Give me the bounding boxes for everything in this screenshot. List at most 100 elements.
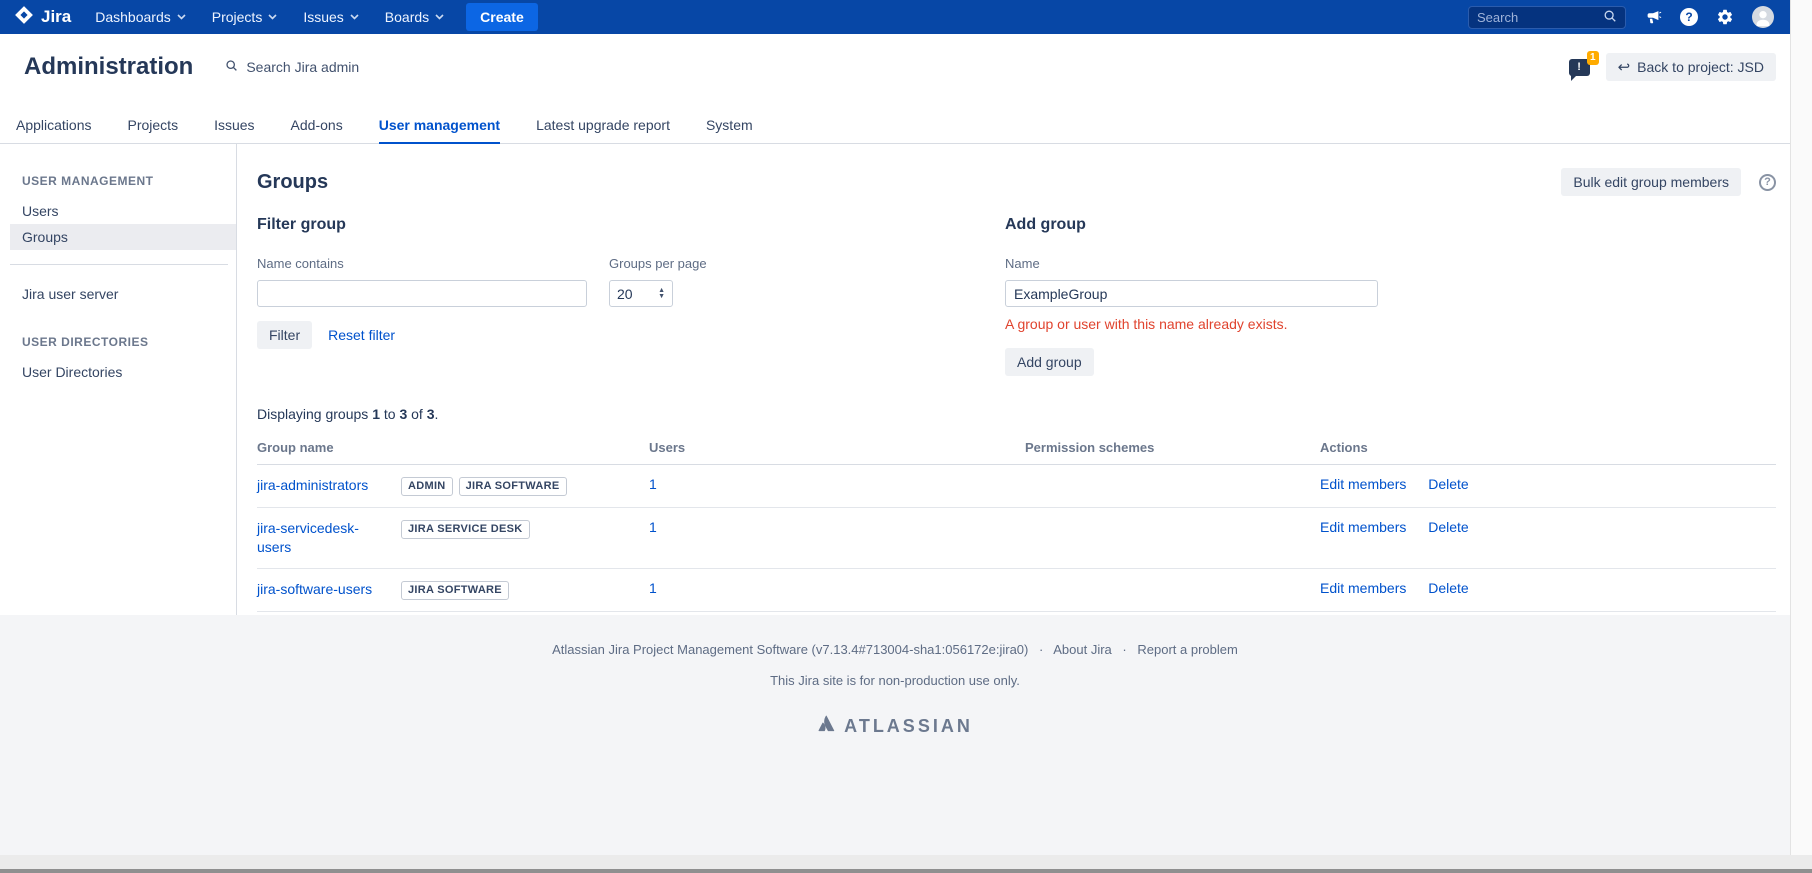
- help-icon[interactable]: ?: [1759, 173, 1776, 191]
- tab-applications[interactable]: Applications: [16, 117, 92, 133]
- table-row: jira-servicedesk-users JIRA SERVICE DESK…: [257, 507, 1776, 569]
- group-badges: JIRA SOFTWARE: [401, 580, 509, 600]
- column-header-users: Users: [649, 434, 1025, 465]
- reset-filter-link[interactable]: Reset filter: [328, 327, 396, 343]
- users-count-link[interactable]: 1: [649, 519, 657, 535]
- admin-tabbar: Applications Projects Issues Add-ons Use…: [0, 100, 1790, 144]
- badge-jira-software: JIRA SOFTWARE: [458, 477, 567, 496]
- delete-link[interactable]: Delete: [1428, 476, 1469, 492]
- displaying-groups-text: Displaying groups 1 to 3 of 3.: [257, 406, 439, 422]
- back-arrow-icon: ↩: [1617, 58, 1631, 76]
- chevron-down-icon: [350, 14, 359, 20]
- help-glyph: ?: [1764, 176, 1771, 188]
- delete-link[interactable]: Delete: [1428, 519, 1469, 535]
- group-badges: JIRA SERVICE DESK: [401, 519, 530, 539]
- tab-user-management[interactable]: User management: [378, 100, 501, 144]
- search-icon: [1603, 9, 1617, 26]
- add-group-error-message: A group or user with this name already e…: [1005, 316, 1288, 332]
- delete-link[interactable]: Delete: [1428, 580, 1469, 596]
- navbar-search-input[interactable]: [1477, 9, 1595, 25]
- sidebar-item-groups[interactable]: Groups: [10, 224, 236, 250]
- nav-item-label: Issues: [303, 9, 344, 25]
- page-title-administration: Administration: [24, 53, 194, 80]
- nav-item-projects[interactable]: Projects: [212, 9, 278, 25]
- add-group-button[interactable]: Add group: [1005, 348, 1094, 376]
- sidebar: USER MANAGEMENT Users Groups Jira user s…: [0, 144, 237, 615]
- admin-search[interactable]: [225, 59, 447, 75]
- table-row: jira-software-users JIRA SOFTWARE 1 Edit…: [257, 568, 1776, 612]
- sidebar-item-user-directories[interactable]: User Directories: [22, 364, 123, 380]
- group-name-link[interactable]: jira-administrators: [257, 477, 369, 493]
- filter-button[interactable]: Filter: [257, 321, 313, 349]
- name-contains-input[interactable]: [257, 280, 587, 307]
- edit-members-link[interactable]: Edit members: [1320, 476, 1407, 492]
- announcement-icon[interactable]: [1644, 8, 1662, 26]
- desktop-bottom-bar: [0, 855, 1812, 873]
- tab-issues[interactable]: Issues: [214, 117, 255, 133]
- edit-members-link[interactable]: Edit members: [1320, 519, 1407, 535]
- footer-version-text: Atlassian Jira Project Management Softwa…: [552, 642, 1029, 657]
- navbar-search[interactable]: [1468, 5, 1626, 29]
- filter-group-section: Filter group Name contains Groups per pa…: [257, 210, 1005, 376]
- spinner-icon: ▲ ▼: [658, 286, 665, 300]
- users-count-link[interactable]: 1: [649, 580, 657, 596]
- tab-add-ons[interactable]: Add-ons: [290, 117, 343, 133]
- user-avatar[interactable]: [1752, 6, 1774, 28]
- jira-logo[interactable]: Jira: [14, 5, 71, 30]
- atlassian-logo-icon: [817, 714, 836, 738]
- tab-projects[interactable]: Projects: [127, 117, 179, 133]
- filter-add-columns: Filter group Name contains Groups per pa…: [257, 210, 1776, 376]
- column-header-group-name: Group name: [257, 434, 649, 465]
- bulk-edit-group-members-button[interactable]: Bulk edit group members: [1561, 168, 1741, 196]
- nav-item-boards[interactable]: Boards: [385, 9, 444, 25]
- nav-item-label: Dashboards: [95, 9, 171, 25]
- footer-separator: ·: [1122, 642, 1127, 657]
- search-icon: [225, 59, 238, 75]
- nav-item-dashboards[interactable]: Dashboards: [95, 9, 186, 25]
- help-icon[interactable]: ?: [1680, 8, 1698, 26]
- desktop-right-strip: [1790, 0, 1812, 855]
- gear-icon[interactable]: [1716, 8, 1734, 26]
- navbar-right: ?: [1468, 5, 1774, 29]
- admin-search-input[interactable]: [246, 59, 447, 75]
- about-jira-link[interactable]: About Jira: [1053, 642, 1112, 657]
- footer-version-line: Atlassian Jira Project Management Softwa…: [0, 642, 1790, 657]
- sidebar-item-users[interactable]: Users: [22, 203, 59, 219]
- sidebar-header-user-directories: USER DIRECTORIES: [22, 335, 149, 349]
- report-a-problem-link[interactable]: Report a problem: [1137, 642, 1238, 657]
- nav-item-issues[interactable]: Issues: [303, 9, 359, 25]
- tab-latest-upgrade-report[interactable]: Latest upgrade report: [536, 117, 670, 133]
- badge-jira-software: JIRA SOFTWARE: [401, 581, 509, 600]
- sidebar-divider: [10, 264, 228, 265]
- edit-members-link[interactable]: Edit members: [1320, 580, 1407, 596]
- bang-glyph: !: [1577, 61, 1581, 73]
- users-count-link[interactable]: 1: [649, 476, 657, 492]
- badge-admin: ADMIN: [401, 477, 453, 496]
- tab-system[interactable]: System: [705, 117, 753, 133]
- atlassian-logo-text: ATLASSIAN: [844, 715, 973, 736]
- add-group-name-input[interactable]: [1005, 280, 1378, 307]
- group-name-link[interactable]: jira-software-users: [257, 581, 373, 597]
- create-button[interactable]: Create: [466, 3, 538, 31]
- main-pane: Groups Bulk edit group members ? Filter …: [237, 144, 1790, 615]
- group-name-link[interactable]: jira-servicedesk-users: [257, 520, 359, 555]
- table-row: jira-administrators ADMIN JIRA SOFTWARE …: [257, 464, 1776, 508]
- permission-schemes-cell: [1025, 568, 1320, 612]
- back-to-project-button[interactable]: ↩ Back to project: JSD: [1605, 53, 1776, 81]
- chevron-down-icon: [268, 14, 277, 20]
- sidebar-item-jira-user-server[interactable]: Jira user server: [22, 286, 119, 302]
- groups-title-row: Groups Bulk edit group members ?: [257, 168, 1776, 196]
- notification-badge: 1: [1587, 50, 1599, 65]
- table-header-row: Group name Users Permission schemes Acti…: [257, 434, 1776, 465]
- admin-header-right: ! 1 ↩ Back to project: JSD: [1568, 50, 1776, 81]
- browser-window: Jira Dashboards Projects Issues Boards C…: [0, 0, 1790, 855]
- groups-title-actions: Bulk edit group members ?: [1561, 168, 1776, 196]
- footer-separator: ·: [1039, 642, 1044, 657]
- filter-group-heading: Filter group: [257, 216, 346, 233]
- navbar-menu: Dashboards Projects Issues Boards: [95, 9, 444, 25]
- footer-non-production-notice: This Jira site is for non-production use…: [770, 673, 1020, 688]
- atlassian-brand: ATLASSIAN: [0, 714, 1790, 738]
- chevron-down-icon: [177, 14, 186, 20]
- groups-per-page-select[interactable]: 20 ▲ ▼: [609, 280, 673, 307]
- feedback-bubble-icon[interactable]: ! 1: [1568, 50, 1599, 81]
